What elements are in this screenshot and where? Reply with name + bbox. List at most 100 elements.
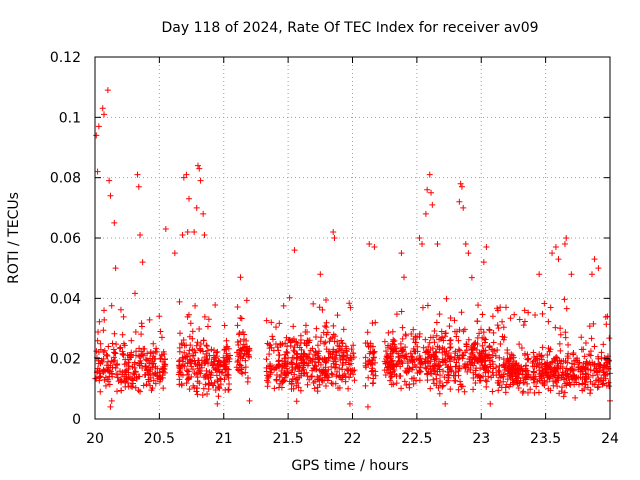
data-point — [483, 244, 490, 251]
data-point — [337, 356, 344, 363]
data-point — [193, 342, 200, 349]
data-point — [212, 301, 219, 308]
data-point — [544, 378, 551, 385]
data-point — [302, 329, 309, 336]
data-point — [121, 342, 128, 349]
data-point — [424, 186, 431, 193]
data-point — [325, 366, 332, 373]
data-point — [333, 373, 340, 380]
data-point — [402, 332, 409, 339]
data-point — [294, 375, 301, 382]
data-point — [582, 340, 589, 347]
data-point — [455, 386, 462, 393]
data-point — [399, 360, 406, 367]
data-point — [493, 364, 500, 371]
data-point — [114, 388, 121, 395]
data-point — [197, 177, 204, 184]
data-point — [277, 341, 284, 348]
data-point — [123, 360, 130, 367]
data-point — [93, 348, 100, 355]
data-point — [604, 371, 611, 378]
data-point — [403, 381, 410, 388]
data-point — [604, 313, 611, 320]
data-point — [309, 373, 316, 380]
data-point — [135, 183, 142, 190]
data-point — [453, 359, 460, 366]
data-point — [273, 324, 280, 331]
data-point — [150, 340, 157, 347]
data-point — [224, 354, 231, 361]
data-point — [530, 349, 537, 356]
data-point — [429, 201, 436, 208]
data-point — [598, 355, 605, 362]
data-point — [365, 361, 372, 368]
data-point — [362, 340, 369, 347]
data-point — [191, 228, 198, 235]
data-point — [447, 314, 454, 321]
data-point — [162, 225, 169, 232]
data-point — [188, 363, 195, 370]
y-tick-label: 0.1 — [59, 110, 81, 126]
data-point — [536, 371, 543, 378]
data-point — [113, 341, 120, 348]
data-point — [237, 314, 244, 321]
data-point — [599, 364, 606, 371]
data-point — [244, 375, 251, 382]
data-point — [159, 372, 166, 379]
data-point — [550, 378, 557, 385]
data-point — [160, 385, 167, 392]
data-point — [584, 360, 591, 367]
data-point — [387, 374, 394, 381]
data-point — [268, 319, 275, 326]
data-point — [331, 235, 338, 241]
data-point — [395, 350, 402, 357]
data-point — [416, 368, 423, 375]
data-point — [185, 195, 192, 202]
data-point — [427, 385, 434, 392]
data-point — [587, 390, 594, 397]
data-point — [515, 370, 522, 377]
data-point — [112, 365, 119, 372]
data-point — [412, 339, 419, 346]
data-point — [591, 381, 598, 388]
data-point — [498, 372, 505, 379]
data-point — [126, 373, 133, 380]
data-point — [566, 379, 573, 386]
data-point — [416, 333, 423, 340]
data-point — [579, 376, 586, 383]
axis-ticks: 0 0.02 0.04 0.06 0.08 0.1 0.12 20 20.5 21 21.5 22 22… — [50, 50, 619, 447]
data-point — [441, 348, 448, 355]
data-point — [555, 256, 562, 263]
data-point — [426, 171, 433, 178]
data-point — [524, 351, 531, 358]
data-point — [436, 366, 443, 373]
data-point — [462, 241, 469, 248]
data-point — [350, 342, 357, 349]
data-point — [234, 358, 241, 365]
data-point — [271, 385, 278, 392]
data-point — [234, 338, 241, 345]
data-point — [436, 379, 443, 386]
data-point — [594, 384, 601, 391]
x-tick-label: 21.5 — [273, 431, 304, 447]
data-point — [275, 352, 282, 359]
data-point — [209, 362, 216, 369]
data-point — [342, 359, 349, 366]
data-point — [105, 343, 112, 350]
data-point — [399, 335, 406, 342]
data-point — [508, 365, 515, 372]
data-point — [390, 368, 397, 375]
data-point — [381, 358, 388, 365]
data-point — [235, 342, 242, 349]
data-point — [196, 165, 203, 172]
data-point — [282, 363, 289, 370]
data-point — [238, 315, 245, 322]
data-point — [559, 374, 566, 381]
data-point — [403, 351, 410, 358]
data-point — [200, 337, 207, 344]
data-point — [399, 348, 406, 355]
y-tick-label: 0.02 — [50, 352, 81, 368]
data-point — [557, 347, 564, 354]
data-point — [452, 372, 459, 379]
data-point — [196, 326, 203, 333]
